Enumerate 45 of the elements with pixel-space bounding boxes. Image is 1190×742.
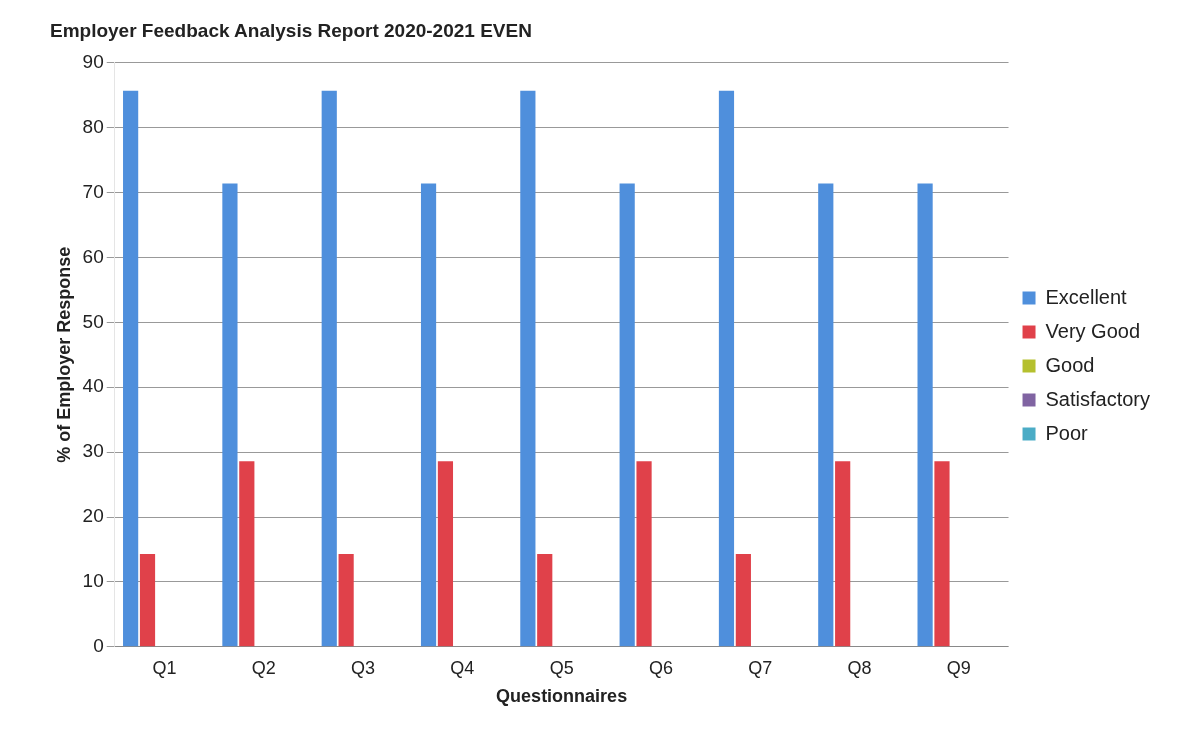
y-tick-label: 80 <box>82 115 104 137</box>
bar <box>520 90 536 647</box>
y-axis-title: % of Employer Response <box>53 246 74 463</box>
bar <box>437 461 454 647</box>
bar <box>818 183 834 647</box>
x-tick-label: Q3 <box>351 657 376 678</box>
legend-label: Very Good <box>1045 319 1141 342</box>
y-tick-label: 0 <box>93 635 104 657</box>
x-tick-label: Q6 <box>648 657 673 678</box>
y-tick-label: 40 <box>82 375 104 397</box>
bar <box>338 554 354 647</box>
x-tick-label: Q8 <box>847 657 872 678</box>
bar <box>321 90 337 647</box>
bar <box>619 183 635 647</box>
bar <box>537 554 553 647</box>
bar <box>835 461 851 647</box>
bar <box>917 183 933 647</box>
bar <box>420 183 437 647</box>
y-tick-label: 10 <box>82 570 104 592</box>
y-tick-label: 90 <box>82 51 104 73</box>
y-tick-label: 30 <box>82 440 104 462</box>
y-tick-label: 70 <box>82 180 104 202</box>
x-tick-label: Q9 <box>946 657 971 678</box>
y-tick-label: 20 <box>82 505 104 527</box>
x-axis-title: Questionnaires <box>496 686 628 707</box>
bar <box>718 90 735 647</box>
x-tick-label: Q1 <box>152 657 177 678</box>
legend-label: Excellent <box>1045 285 1128 308</box>
chart-title: Employer Feedback Analysis Report 2020-2021 EVEN <box>50 19 532 41</box>
bar <box>239 461 255 647</box>
bar <box>222 183 238 647</box>
legend-label: Satisfactory <box>1045 387 1150 410</box>
x-tick-label: Q2 <box>251 657 276 678</box>
bar <box>139 554 156 647</box>
bar <box>934 461 950 647</box>
x-tick-label: Q5 <box>549 657 574 678</box>
bar <box>735 554 751 647</box>
legend-label: Good <box>1045 353 1095 376</box>
y-tick-label: 50 <box>82 310 104 332</box>
y-tick-label: 60 <box>82 245 104 267</box>
bar <box>123 90 139 647</box>
legend-label: Poor <box>1045 421 1089 444</box>
x-tick-label: Q7 <box>748 657 773 678</box>
x-tick-label: Q4 <box>450 657 475 678</box>
bar <box>636 461 652 647</box>
